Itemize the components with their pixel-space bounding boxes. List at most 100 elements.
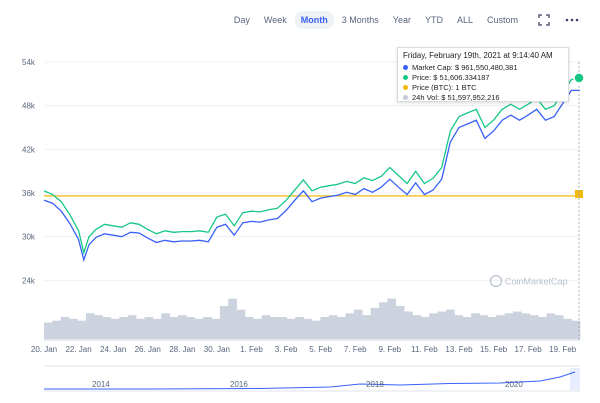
more-icon[interactable] xyxy=(564,13,580,27)
volume-bar xyxy=(178,315,187,339)
navigator-history-line xyxy=(44,371,576,390)
range-week-button[interactable]: Week xyxy=(263,15,287,25)
volume-bar xyxy=(245,317,254,339)
volume-bar xyxy=(362,315,371,339)
market-cap-dot xyxy=(403,64,408,70)
range-3months-button[interactable]: 3 Months xyxy=(341,15,379,25)
navigator-year-2014: 2014 xyxy=(92,380,110,389)
volume-bar xyxy=(253,318,263,339)
fullscreen-icon[interactable] xyxy=(536,13,552,27)
x-tick-label: 19. Feb xyxy=(549,345,577,354)
x-tick-label: 15. Feb xyxy=(480,345,508,354)
volume-bar xyxy=(60,317,70,339)
range-all-button[interactable]: ALL xyxy=(456,15,473,25)
time-range-toolbar: Day Week Month 3 Months Year YTD ALL Cus… xyxy=(228,11,580,29)
volume-bar xyxy=(228,298,237,339)
volume-bars xyxy=(44,298,581,339)
tooltip-row-market-cap: Market Cap: $ 961,550,480,381 xyxy=(403,62,563,72)
y-axis: 24k 30k 36k 42k 48k 54k xyxy=(22,58,36,285)
volume-bar xyxy=(152,318,162,339)
y-tick-label: 30k xyxy=(22,233,36,242)
x-tick-label: 26. Jan xyxy=(135,345,161,354)
volume-bar xyxy=(521,313,531,339)
volume-bar xyxy=(161,313,170,339)
watermark-text: CoinMarketCap xyxy=(505,277,568,287)
volume-bar xyxy=(462,317,472,339)
volume-bar xyxy=(395,306,405,339)
volume-bar xyxy=(353,309,363,339)
volume-bar xyxy=(270,317,279,339)
x-tick-label: 28. Jan xyxy=(169,345,195,354)
tooltip-row-price-btc: Price (BTC): 1 BTC xyxy=(403,82,563,92)
volume-bar xyxy=(471,313,480,339)
x-tick-label: 11. Feb xyxy=(411,345,438,354)
volume-bar xyxy=(504,313,514,339)
volume-bar xyxy=(236,309,246,339)
range-day-button[interactable]: Day xyxy=(233,15,250,25)
navigator-year-2020: 2020 xyxy=(505,380,523,389)
volume-bar xyxy=(337,317,346,339)
tooltip-title: Friday, February 19th, 2021 at 9:14:40 A… xyxy=(403,51,553,60)
volume-bar xyxy=(211,318,221,339)
volume-bar xyxy=(286,318,296,339)
x-tick-label: 9. Feb xyxy=(378,345,401,354)
x-tick-label: 13. Feb xyxy=(445,345,473,354)
x-tick-label: 1. Feb xyxy=(240,345,263,354)
volume-bar xyxy=(94,315,103,339)
volume-bar xyxy=(52,320,62,339)
volume-bar xyxy=(420,317,430,339)
y-tick-label: 42k xyxy=(22,145,36,154)
x-tick-label: 3. Feb xyxy=(275,345,298,354)
volume-bar xyxy=(345,313,355,339)
volume-bar xyxy=(303,318,313,339)
volume-bar xyxy=(513,311,522,339)
volume-bar xyxy=(127,315,137,339)
volume-bar xyxy=(77,320,87,339)
range-year-button[interactable]: Year xyxy=(392,15,411,25)
volume-bar xyxy=(169,317,179,339)
volume-bar xyxy=(370,307,380,339)
volume-bar xyxy=(429,313,438,339)
market-cap-line xyxy=(43,89,580,263)
volume-bar xyxy=(111,318,120,339)
x-axis: 20. Jan 22. Jan 24. Jan 26. Jan 28. Jan 30. J… xyxy=(31,339,580,354)
navigator-year-2018: 2018 xyxy=(366,380,384,389)
volume-bar xyxy=(328,315,338,339)
volume-bar xyxy=(379,302,388,339)
volume-bar xyxy=(446,309,455,339)
x-tick-label: 24. Jan xyxy=(100,345,126,354)
volume-bar xyxy=(295,317,304,339)
volume-bar xyxy=(487,317,497,339)
y-tick-label: 24k xyxy=(22,276,36,285)
x-tick-label: 20. Jan xyxy=(31,345,57,354)
volume-bar xyxy=(546,313,556,339)
price-dot xyxy=(403,74,408,80)
volume-bar xyxy=(312,320,321,339)
volume-bar xyxy=(261,315,271,339)
y-tick-label: 36k xyxy=(22,189,36,198)
volume-bar xyxy=(496,315,505,339)
volume-bar xyxy=(320,317,330,339)
hover-point xyxy=(573,72,585,84)
volume-bar xyxy=(119,317,129,339)
x-tick-label: 17. Feb xyxy=(515,345,543,354)
volume-bar xyxy=(479,315,489,339)
volume-bar xyxy=(102,317,112,339)
volume-bar xyxy=(538,317,547,339)
volume-bar xyxy=(69,318,78,339)
navigator[interactable]: 2014 2016 2018 2020 xyxy=(44,365,580,392)
volume-bar xyxy=(136,318,145,339)
range-month-button[interactable]: Month xyxy=(294,11,334,29)
navigator-year-2016: 2016 xyxy=(230,380,248,389)
range-custom-button[interactable]: Custom xyxy=(486,15,518,25)
x-tick-label: 30. Jan xyxy=(204,345,230,354)
volume-bar xyxy=(412,315,422,339)
x-tick-label: 5. Feb xyxy=(309,345,332,354)
range-ytd-button[interactable]: YTD xyxy=(424,15,443,25)
hover-tooltip: Friday, February 19th, 2021 at 9:14:40 A… xyxy=(397,47,569,102)
volume-bar xyxy=(437,311,447,339)
volume-bar xyxy=(219,306,229,339)
x-tick-label: 22. Jan xyxy=(65,345,91,354)
volume-bar xyxy=(278,317,288,339)
